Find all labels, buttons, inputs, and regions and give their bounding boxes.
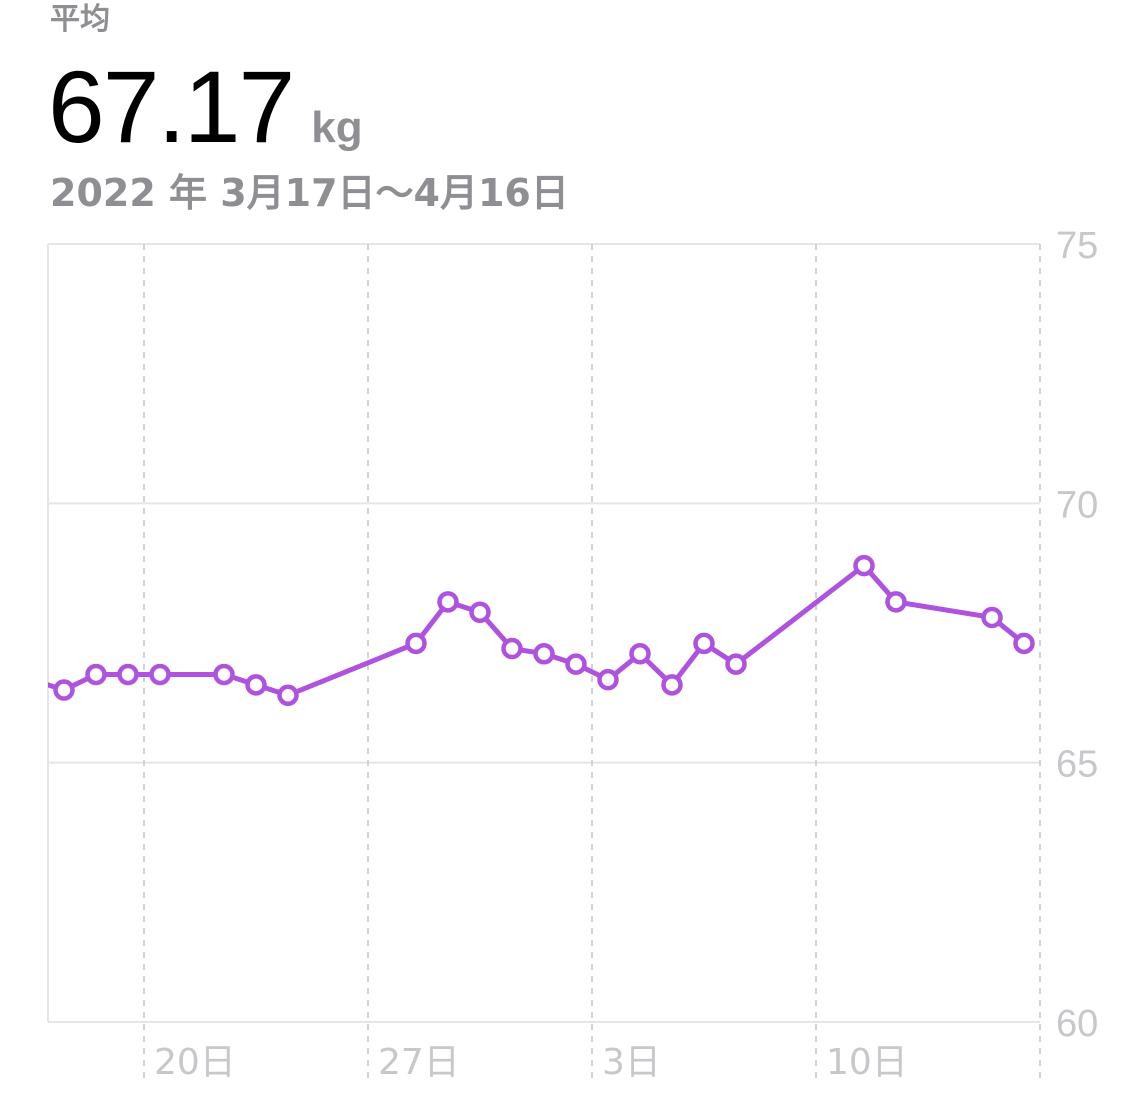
data-point[interactable] — [117, 663, 139, 686]
x-tick-label: 3日 — [602, 1042, 661, 1083]
data-point[interactable] — [501, 637, 523, 660]
series-line — [48, 563, 1027, 698]
date-range: 2022 年 3月17日〜4月16日 — [50, 171, 569, 215]
data-point[interactable] — [277, 684, 299, 706]
average-row: 67.17 kg — [48, 52, 363, 162]
data-point[interactable] — [725, 653, 747, 675]
data-point[interactable] — [661, 674, 683, 696]
data-point[interactable] — [213, 663, 235, 686]
data-point[interactable] — [565, 653, 587, 675]
average-value: 67.17 — [48, 50, 295, 164]
data-point[interactable] — [981, 606, 1003, 629]
y-tick-label: 70 — [1056, 484, 1098, 526]
data-point[interactable] — [405, 632, 427, 655]
data-point[interactable] — [885, 591, 907, 613]
data-point[interactable] — [533, 642, 555, 665]
x-tick-label: 20日 — [154, 1042, 236, 1083]
data-point[interactable] — [853, 554, 875, 577]
data-point[interactable] — [629, 642, 651, 665]
y-tick-label: 65 — [1056, 744, 1098, 786]
x-tick-label: 10日 — [826, 1042, 908, 1083]
data-point[interactable] — [53, 679, 75, 701]
average-label: 平均 — [50, 2, 110, 37]
y-tick-label: 75 — [1056, 225, 1098, 267]
data-point[interactable] — [597, 668, 619, 691]
data-point[interactable] — [437, 591, 459, 613]
unit-label: kg — [311, 103, 363, 152]
data-point[interactable] — [693, 632, 715, 655]
data-point[interactable] — [85, 663, 107, 686]
data-point[interactable] — [245, 674, 267, 696]
data-point[interactable] — [469, 601, 491, 624]
y-tick-label: 60 — [1056, 1003, 1098, 1045]
x-tick-label: 27日 — [378, 1042, 460, 1083]
data-point[interactable] — [149, 663, 171, 686]
data-point[interactable] — [1013, 632, 1035, 655]
